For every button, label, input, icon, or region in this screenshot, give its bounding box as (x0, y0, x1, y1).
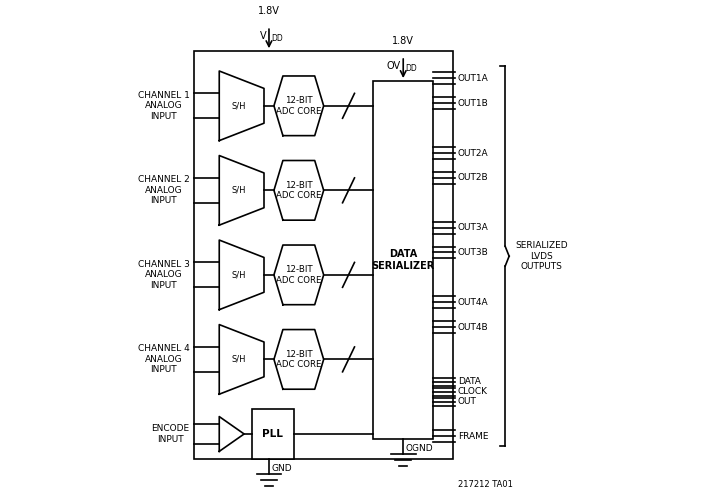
Text: OUT2A: OUT2A (458, 148, 489, 158)
Text: S/H: S/H (231, 270, 245, 280)
Text: CHANNEL 4
ANALOG
INPUT: CHANNEL 4 ANALOG INPUT (138, 344, 189, 374)
Text: V: V (260, 31, 267, 41)
Text: 12-BIT
ADC CORE: 12-BIT ADC CORE (276, 180, 322, 200)
Text: DD: DD (271, 34, 284, 43)
Bar (194, 51, 453, 459)
Text: GND: GND (271, 464, 292, 473)
Text: S/H: S/H (231, 186, 245, 195)
Text: OUT4A: OUT4A (458, 298, 489, 306)
Bar (252, 409, 294, 459)
Text: CHANNEL 3
ANALOG
INPUT: CHANNEL 3 ANALOG INPUT (138, 260, 189, 290)
Text: DATA: DATA (458, 378, 481, 386)
Bar (373, 81, 433, 439)
Text: S/H: S/H (231, 355, 245, 364)
Text: CHANNEL 1
ANALOG
INPUT: CHANNEL 1 ANALOG INPUT (138, 91, 189, 120)
Text: OUT1B: OUT1B (458, 99, 489, 108)
Text: OUT3B: OUT3B (458, 248, 489, 257)
Text: CHANNEL 2
ANALOG
INPUT: CHANNEL 2 ANALOG INPUT (138, 176, 189, 205)
Text: S/H: S/H (231, 102, 245, 110)
Text: FRAME: FRAME (458, 432, 489, 441)
Text: OV: OV (387, 61, 401, 71)
Text: CLOCK: CLOCK (458, 387, 488, 396)
Text: OGND: OGND (406, 444, 433, 453)
Text: 12-BIT
ADC CORE: 12-BIT ADC CORE (276, 265, 322, 284)
Text: OUT1A: OUT1A (458, 74, 489, 83)
Text: DATA
SERIALIZER: DATA SERIALIZER (372, 249, 435, 270)
Text: OUT: OUT (458, 397, 477, 406)
Text: OUT4B: OUT4B (458, 322, 489, 332)
Text: 1.8V: 1.8V (258, 6, 280, 16)
Text: 12-BIT
ADC CORE: 12-BIT ADC CORE (276, 96, 322, 116)
Text: 1.8V: 1.8V (392, 36, 414, 46)
Text: DD: DD (406, 64, 417, 73)
Text: SERIALIZED
LVDS
OUTPUTS: SERIALIZED LVDS OUTPUTS (515, 242, 568, 271)
Text: 12-BIT
ADC CORE: 12-BIT ADC CORE (276, 350, 322, 369)
Text: ENCODE
INPUT: ENCODE INPUT (151, 424, 189, 444)
Text: 217212 TA01: 217212 TA01 (457, 480, 513, 488)
Text: PLL: PLL (262, 429, 283, 439)
Text: OUT3A: OUT3A (458, 223, 489, 232)
Text: OUT2B: OUT2B (458, 174, 489, 182)
